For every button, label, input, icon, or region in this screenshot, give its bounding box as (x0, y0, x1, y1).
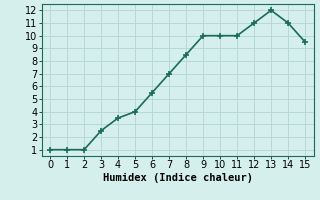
X-axis label: Humidex (Indice chaleur): Humidex (Indice chaleur) (103, 173, 252, 183)
